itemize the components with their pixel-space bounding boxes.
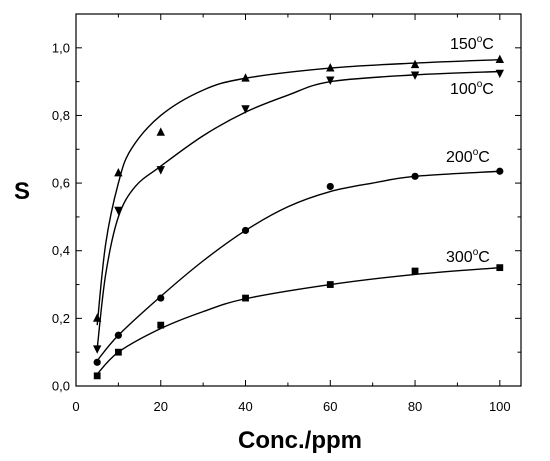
y-tick-label: 0,4 — [52, 243, 70, 258]
triangle-up-marker — [495, 54, 505, 64]
y-tick-label: 1,0 — [52, 40, 70, 55]
series-label-degree: o — [477, 79, 483, 90]
series-label-value: 300 — [446, 249, 473, 266]
triangle-down-marker — [92, 345, 102, 354]
series-label-value: 100 — [450, 81, 477, 98]
triangle-down-marker — [156, 166, 165, 175]
series-label: 100oC — [450, 79, 494, 98]
x-tick-label: 40 — [238, 399, 252, 414]
y-tick-label: 0,0 — [52, 379, 70, 394]
plot-frame — [75, 13, 522, 387]
square-marker — [496, 264, 504, 272]
series-label-degree: o — [473, 147, 479, 158]
square-marker — [242, 294, 249, 302]
triangle-up-marker — [114, 167, 123, 177]
square-marker — [157, 321, 165, 329]
series-label-unit: C — [482, 81, 494, 98]
triangle-up-marker — [410, 59, 420, 69]
triangle-down-marker — [114, 206, 123, 216]
x-tick-label: 20 — [154, 399, 168, 414]
x-tick-label: 80 — [408, 399, 422, 414]
series-label-unit: C — [482, 36, 494, 53]
triangle-up-marker — [92, 313, 102, 322]
y-tick-label: 0,8 — [52, 108, 70, 123]
series-label: 150oC — [450, 34, 494, 53]
x-axis: 0 20 40 60 80 100 — [72, 14, 511, 414]
triangle-up-marker — [241, 73, 250, 82]
triangle-up-marker — [156, 127, 165, 136]
circle-marker — [411, 172, 419, 180]
x-tick-label: 60 — [323, 399, 337, 414]
circle-marker — [496, 167, 504, 175]
fit-curve — [96, 266, 500, 375]
y-axis-title: S — [14, 178, 30, 205]
circle-marker — [114, 331, 122, 339]
square-marker — [114, 348, 122, 356]
y-tick-label: 0,6 — [52, 176, 70, 191]
fit-curve — [96, 170, 500, 362]
x-tick-label: 0 — [72, 399, 79, 414]
x-tick-label: 100 — [489, 399, 511, 414]
square-marker — [326, 281, 334, 288]
triangle-down-marker — [241, 105, 250, 114]
series-label-unit: C — [478, 249, 490, 266]
data-points — [92, 54, 505, 380]
triangle-down-marker — [495, 69, 505, 79]
series-label-value: 200 — [446, 149, 473, 166]
circle-marker — [157, 294, 165, 302]
circle-marker — [241, 226, 250, 235]
fit-curve — [96, 58, 500, 326]
fit-curve — [96, 70, 500, 349]
series-label-degree: o — [473, 247, 479, 258]
series-label-value: 150 — [450, 36, 477, 53]
triangle-up-marker — [326, 63, 335, 72]
circle-marker — [326, 182, 334, 191]
series-label: 200oC — [446, 147, 490, 166]
series-label-unit: C — [478, 149, 490, 166]
series-label: 300oC — [446, 247, 490, 266]
square-marker — [411, 267, 419, 275]
y-tick-label: 0,2 — [52, 311, 70, 326]
triangle-down-marker — [410, 71, 420, 80]
square-marker — [93, 372, 101, 380]
series-label-degree: o — [477, 34, 483, 45]
triangle-down-marker — [326, 76, 335, 85]
circle-marker — [93, 358, 101, 366]
y-axis: 0,0 0,2 0,4 0,6 0,8 1,0 — [52, 13, 521, 394]
x-axis-title: Conc./ppm — [238, 427, 362, 454]
plot-border — [75, 13, 522, 387]
